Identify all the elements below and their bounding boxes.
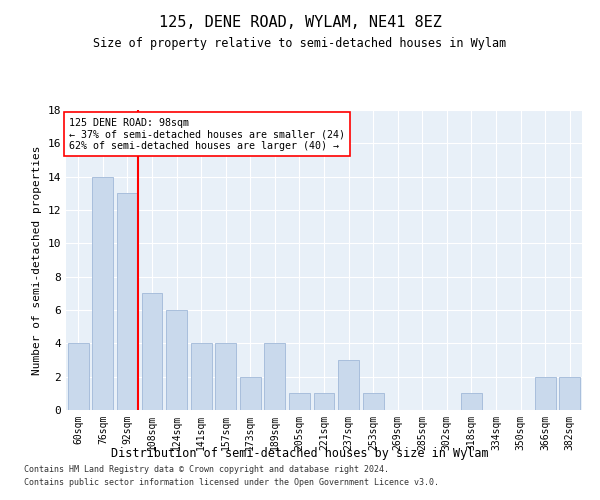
Bar	[338, 360, 359, 410]
Text: Size of property relative to semi-detached houses in Wylam: Size of property relative to semi-detach…	[94, 38, 506, 51]
Bar	[68, 344, 89, 410]
Bar	[265, 344, 286, 410]
Text: Contains public sector information licensed under the Open Government Licence v3: Contains public sector information licen…	[24, 478, 439, 487]
Y-axis label: Number of semi-detached properties: Number of semi-detached properties	[32, 145, 42, 375]
Bar	[289, 394, 310, 410]
Text: 125 DENE ROAD: 98sqm
← 37% of semi-detached houses are smaller (24)
62% of semi-: 125 DENE ROAD: 98sqm ← 37% of semi-detac…	[68, 118, 344, 150]
Bar	[535, 376, 556, 410]
Bar	[191, 344, 212, 410]
Text: Distribution of semi-detached houses by size in Wylam: Distribution of semi-detached houses by …	[111, 448, 489, 460]
Bar	[117, 194, 138, 410]
Text: Contains HM Land Registry data © Crown copyright and database right 2024.: Contains HM Land Registry data © Crown c…	[24, 466, 389, 474]
Bar	[166, 310, 187, 410]
Text: 125, DENE ROAD, WYLAM, NE41 8EZ: 125, DENE ROAD, WYLAM, NE41 8EZ	[158, 15, 442, 30]
Bar	[215, 344, 236, 410]
Bar	[461, 394, 482, 410]
Bar	[142, 294, 163, 410]
Bar	[240, 376, 261, 410]
Bar	[92, 176, 113, 410]
Bar	[314, 394, 334, 410]
Bar	[362, 394, 383, 410]
Bar	[559, 376, 580, 410]
